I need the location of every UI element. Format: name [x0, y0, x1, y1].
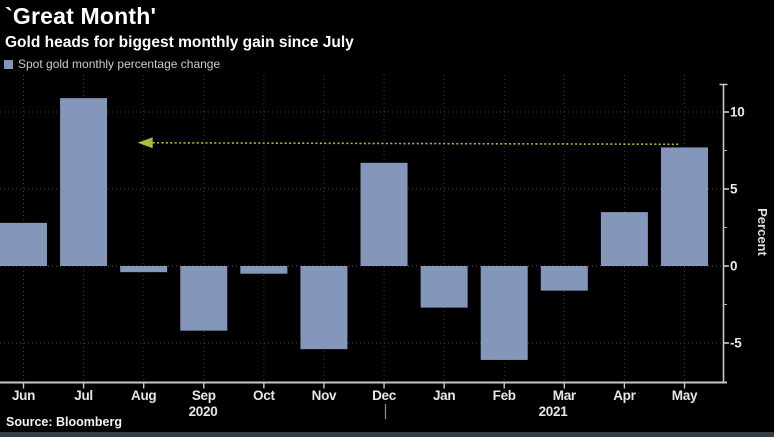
legend-label: Spot gold monthly percentage change: [18, 57, 221, 71]
year-label-2021: 2021: [539, 404, 569, 419]
bar-Mar: [540, 266, 588, 291]
bar-Feb: [480, 266, 528, 360]
bottom-strip: [0, 432, 774, 437]
y-tick-label-10: 10: [730, 105, 744, 120]
x-tick-label-Oct: Oct: [253, 388, 275, 403]
x-tick-label-May: May: [672, 388, 698, 403]
x-tick-label-Jun: Jun: [12, 388, 35, 403]
bar-Apr: [600, 212, 648, 266]
legend: Spot gold monthly percentage change: [4, 57, 220, 71]
source-label: Source: Bloomberg: [6, 415, 122, 429]
x-tick-label-Mar: Mar: [553, 388, 577, 403]
bar-Oct: [240, 266, 288, 274]
x-tick-label-Jan: Jan: [433, 388, 455, 403]
bar-Jun: [0, 222, 47, 266]
x-tick-label-Apr: Apr: [613, 388, 636, 403]
y-tick-label-5: 5: [730, 182, 738, 197]
annotation-arrow-line: [152, 142, 681, 146]
bar-May: [660, 147, 708, 266]
x-tick-label-Sep: Sep: [192, 388, 216, 403]
legend-swatch-icon: [4, 59, 13, 69]
chart-title: `Great Month': [5, 3, 157, 29]
bar-Sep: [180, 266, 228, 331]
x-tick-label-Jul: Jul: [74, 388, 93, 403]
bar-Nov: [300, 266, 348, 350]
chart-subtitle: Gold heads for biggest monthly gain sinc…: [5, 34, 354, 51]
y-tick-label--5: -5: [730, 336, 742, 351]
annotation-arrow-head-icon: [137, 137, 153, 149]
x-tick-label-Aug: Aug: [131, 388, 156, 403]
x-tick-label-Feb: Feb: [493, 388, 516, 403]
x-tick-label-Nov: Nov: [312, 388, 337, 403]
bar-Jan: [420, 266, 468, 308]
bar-Aug: [120, 266, 168, 273]
x-tick-label-Dec: Dec: [372, 388, 397, 403]
bar-Dec: [360, 162, 408, 266]
y-tick-label-0: 0: [730, 259, 737, 274]
year-label-2020: 2020: [189, 404, 218, 419]
bar-Jul: [60, 98, 108, 266]
y-axis-title: Percent: [755, 208, 770, 256]
